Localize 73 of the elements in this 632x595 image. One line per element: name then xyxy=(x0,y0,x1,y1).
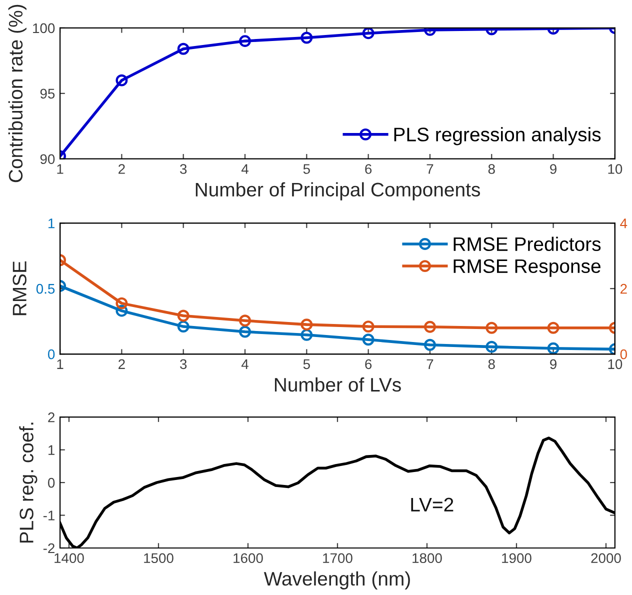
point xyxy=(177,310,190,322)
y-tick-label: 0 xyxy=(48,478,55,488)
point xyxy=(239,314,251,327)
y-tick-label: 1 xyxy=(48,445,54,455)
x-tick-label: 8 xyxy=(488,359,495,370)
point xyxy=(547,322,560,334)
y-axis-title: PLS reg. coef. xyxy=(19,422,38,543)
x-tick-label: 5 xyxy=(303,359,310,370)
legend-label: RMSE Predictors xyxy=(454,236,601,252)
x-tick-label: 4 xyxy=(241,359,248,369)
y-tick-label: -2 xyxy=(43,543,54,554)
x-tick-label: 7 xyxy=(426,359,434,369)
x-tick-label: 9 xyxy=(550,164,556,174)
x-tick-label: 2 xyxy=(118,164,125,174)
line-series xyxy=(60,28,615,159)
point xyxy=(362,334,374,346)
point xyxy=(424,320,436,333)
point xyxy=(362,28,374,40)
x-axis-title: Wavelength (nm) xyxy=(264,571,410,590)
point xyxy=(547,342,560,354)
y-tick-label: 100 xyxy=(33,23,55,34)
x-tick-label: 4 xyxy=(241,164,248,174)
x-tick-label: 1500 xyxy=(144,553,174,564)
y-tick-label: 1 xyxy=(48,218,54,228)
y2-tick-label: 2 xyxy=(620,284,627,294)
x-tick-label: 2000 xyxy=(591,553,621,564)
x-tick-label: 1400 xyxy=(54,553,84,564)
point xyxy=(239,35,251,48)
x-tick-label: 9 xyxy=(550,359,556,370)
x-tick-label: 10 xyxy=(608,164,622,174)
point xyxy=(116,74,128,86)
legend-label: RMSE Response xyxy=(454,259,600,277)
y-tick-label: 0.5 xyxy=(36,284,55,294)
legend-label: PLS regression analysis xyxy=(394,127,601,146)
point xyxy=(486,322,498,334)
x-tick-label: 1 xyxy=(57,164,64,174)
x-tick-label: 7 xyxy=(426,164,434,174)
annotation: LV=2 xyxy=(411,498,454,512)
x-tick-label: 5 xyxy=(303,164,310,174)
x-axis-title: Number of Principal Components xyxy=(196,182,480,200)
x-tick-label: 10 xyxy=(608,359,622,370)
x-tick-label: 6 xyxy=(365,164,372,174)
y2-tick-label: 4 xyxy=(620,218,628,228)
x-tick-label: 1900 xyxy=(502,553,532,564)
x-tick-label: 1 xyxy=(57,359,64,369)
point xyxy=(177,42,190,55)
x-tick-label: 1600 xyxy=(234,553,263,564)
x-tick-label: 1800 xyxy=(412,553,442,564)
point xyxy=(116,304,128,317)
y-tick-label: 90 xyxy=(40,154,55,164)
point xyxy=(300,318,313,331)
x-tick-label: 3 xyxy=(180,359,187,370)
point xyxy=(177,320,190,333)
y-tick-label: -1 xyxy=(43,510,54,520)
y-axis-title: RMSE xyxy=(12,261,26,316)
x-tick-label: 6 xyxy=(365,359,372,370)
y-axis-title: Contribution rate (%) xyxy=(8,4,26,182)
point xyxy=(362,320,374,333)
point xyxy=(424,338,436,351)
point xyxy=(300,328,313,341)
y-tick-label: 2 xyxy=(48,412,54,422)
point xyxy=(486,340,498,353)
x-tick-label: 3 xyxy=(180,164,187,174)
x-tick-label: 1700 xyxy=(323,553,352,564)
y2-tick-label: 0 xyxy=(620,349,627,360)
x-axis-title: Number of LVs xyxy=(274,377,401,392)
x-tick-label: 2 xyxy=(118,359,125,369)
x-tick-label: 8 xyxy=(488,164,495,174)
point xyxy=(239,326,251,338)
y-tick-label: 95 xyxy=(40,88,55,99)
y-tick-label: 0 xyxy=(48,349,55,360)
point xyxy=(300,32,313,44)
point xyxy=(116,297,128,310)
